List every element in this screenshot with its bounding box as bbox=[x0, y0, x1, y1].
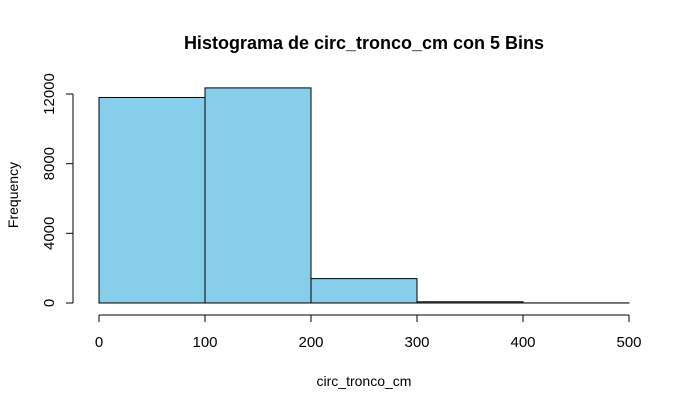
x-tick-label: 100 bbox=[192, 334, 217, 351]
y-tick-label: 8000 bbox=[41, 147, 58, 180]
x-axis: 0 100 200 300 400 500 bbox=[95, 314, 642, 351]
y-axis: 0 4000 8000 12000 bbox=[41, 73, 74, 307]
x-tick-label: 400 bbox=[510, 334, 535, 351]
y-tick-label: 4000 bbox=[41, 217, 58, 250]
x-tick-label: 0 bbox=[95, 334, 103, 351]
y-axis-label: Frequency bbox=[5, 162, 21, 228]
x-tick-label: 300 bbox=[404, 334, 429, 351]
x-tick-label: 200 bbox=[298, 334, 323, 351]
histogram-bar-3 bbox=[310, 278, 418, 304]
histogram-bar-2 bbox=[204, 87, 312, 304]
histogram-bar-4 bbox=[416, 301, 524, 304]
y-tick-label: 0 bbox=[41, 299, 58, 307]
chart-title: Histograma de circ_tronco_cm con 5 Bins bbox=[184, 33, 544, 53]
histogram-bar-1 bbox=[98, 96, 206, 304]
x-tick-label: 500 bbox=[616, 334, 641, 351]
x-axis-label: circ_tronco_cm bbox=[317, 373, 412, 389]
y-tick-label: 12000 bbox=[41, 73, 58, 115]
bars-group bbox=[98, 87, 630, 304]
